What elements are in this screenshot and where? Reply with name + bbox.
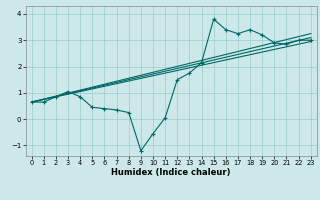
X-axis label: Humidex (Indice chaleur): Humidex (Indice chaleur): [111, 168, 231, 177]
